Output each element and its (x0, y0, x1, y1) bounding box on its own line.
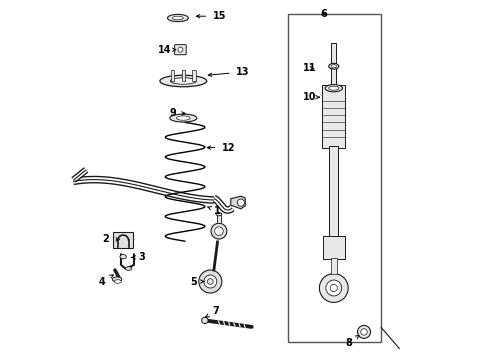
Circle shape (237, 199, 244, 206)
Circle shape (203, 275, 216, 288)
Ellipse shape (328, 86, 338, 90)
Text: 11: 11 (302, 63, 315, 73)
Bar (322, 85, 345, 148)
Text: 13: 13 (208, 67, 249, 77)
Bar (330, 258, 336, 274)
Text: 4: 4 (99, 275, 113, 287)
Ellipse shape (330, 65, 336, 68)
Bar (329, 146, 337, 238)
Ellipse shape (169, 114, 196, 122)
Ellipse shape (216, 212, 222, 216)
Circle shape (207, 279, 213, 284)
Ellipse shape (170, 78, 196, 84)
Text: 3: 3 (131, 252, 145, 262)
FancyBboxPatch shape (113, 232, 133, 248)
Circle shape (319, 274, 347, 302)
Text: 8: 8 (345, 336, 358, 348)
Bar (287, 14, 381, 342)
Polygon shape (230, 196, 244, 209)
Ellipse shape (325, 85, 342, 92)
Circle shape (211, 223, 226, 239)
Bar (216, 214, 221, 223)
Bar (170, 70, 174, 81)
Text: 9: 9 (169, 108, 185, 118)
Bar (322, 236, 344, 259)
Circle shape (178, 47, 183, 52)
FancyBboxPatch shape (174, 45, 186, 55)
Text: 1: 1 (207, 206, 221, 216)
Circle shape (201, 317, 208, 324)
Text: 7: 7 (205, 306, 219, 317)
Text: 2: 2 (102, 234, 119, 244)
Ellipse shape (328, 63, 338, 69)
Ellipse shape (172, 16, 183, 20)
Ellipse shape (114, 280, 121, 283)
Text: 6: 6 (320, 9, 326, 19)
Text: 15: 15 (196, 11, 225, 21)
Bar (192, 70, 196, 81)
Bar (330, 43, 336, 86)
Text: 5: 5 (190, 276, 204, 287)
Text: 12: 12 (207, 143, 235, 153)
Bar (181, 70, 185, 81)
Ellipse shape (176, 116, 190, 120)
Circle shape (329, 284, 337, 292)
Ellipse shape (112, 277, 122, 282)
Circle shape (360, 329, 366, 335)
Ellipse shape (120, 255, 126, 259)
Ellipse shape (167, 14, 188, 22)
Circle shape (214, 227, 223, 235)
Ellipse shape (160, 75, 206, 87)
Circle shape (199, 270, 222, 293)
Text: 10: 10 (302, 92, 319, 102)
Circle shape (357, 325, 370, 338)
Ellipse shape (125, 267, 132, 270)
Text: 14: 14 (158, 45, 175, 55)
Circle shape (325, 280, 341, 296)
